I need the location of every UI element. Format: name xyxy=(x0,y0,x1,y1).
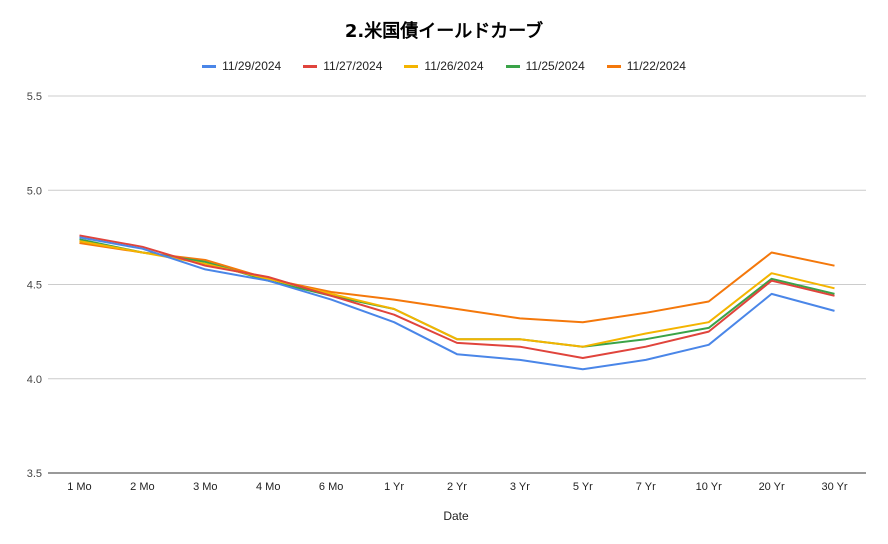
legend-item: 11/26/2024 xyxy=(404,59,484,73)
legend-item: 11/25/2024 xyxy=(505,59,585,73)
x-tick-label: 30 Yr xyxy=(821,481,847,493)
legend-item: 11/27/2024 xyxy=(303,59,382,73)
x-tick-label: 20 Yr xyxy=(759,481,785,493)
x-tick-label: 1 Mo xyxy=(67,481,91,493)
legend-swatch xyxy=(606,64,621,68)
x-tick-label: 7 Yr xyxy=(636,481,656,493)
x-tick-label: 3 Yr xyxy=(510,481,530,493)
x-tick-label: 1 Yr xyxy=(384,481,404,493)
x-tick-label: 2 Mo xyxy=(130,481,154,493)
y-tick-label: 5.5 xyxy=(27,91,42,103)
legend-swatch xyxy=(202,64,217,68)
x-tick-label: 2 Yr xyxy=(447,481,467,493)
y-tick-label: 4.0 xyxy=(27,374,42,386)
y-tick-label: 4.5 xyxy=(27,280,42,292)
gridlines xyxy=(48,95,866,474)
legend-label: 11/29/2024 xyxy=(222,59,282,73)
series-lines xyxy=(79,234,835,371)
legend-label: 11/27/2024 xyxy=(323,59,383,73)
legend-swatch xyxy=(505,64,520,68)
x-tick-label: 10 Yr xyxy=(696,481,722,493)
x-tick-label: 4 Mo xyxy=(256,481,280,493)
legend-label: 11/26/2024 xyxy=(424,59,484,73)
chart-title: 2.米国債イールドカーブ xyxy=(344,21,544,42)
series-line xyxy=(79,236,835,371)
legend-swatch xyxy=(303,64,318,68)
legend-label: 11/22/2024 xyxy=(626,59,686,73)
legend-item: 11/22/2024 xyxy=(606,59,686,73)
y-tick-label: 3.5 xyxy=(27,468,42,480)
x-tick-label: 3 Mo xyxy=(193,481,217,493)
legend-label: 11/25/2024 xyxy=(525,59,585,73)
x-axis-label: Date xyxy=(443,509,469,523)
series-line xyxy=(79,234,835,359)
series-line xyxy=(79,238,835,348)
x-axis-ticks: 1 Mo 2 Mo 3 Mo 4 Mo 6 Mo 1 Yr 2 Yr 3 Yr 5 Yr 7 Yr… xyxy=(67,481,848,493)
x-tick-label: 6 Mo xyxy=(319,481,343,493)
legend-item: 11/29/2024 xyxy=(202,59,281,73)
y-axis-ticks: 3.5 4.0 4.5 5.0 5.5 xyxy=(27,91,42,480)
legend-swatch xyxy=(404,64,419,68)
x-tick-label: 5 Yr xyxy=(573,481,593,493)
series-line xyxy=(79,242,835,324)
y-tick-label: 5.0 xyxy=(27,185,42,197)
series-line xyxy=(79,240,835,348)
chart-legend: 11/29/2024 11/27/2024 11/26/2024 11/25/2… xyxy=(0,59,888,73)
